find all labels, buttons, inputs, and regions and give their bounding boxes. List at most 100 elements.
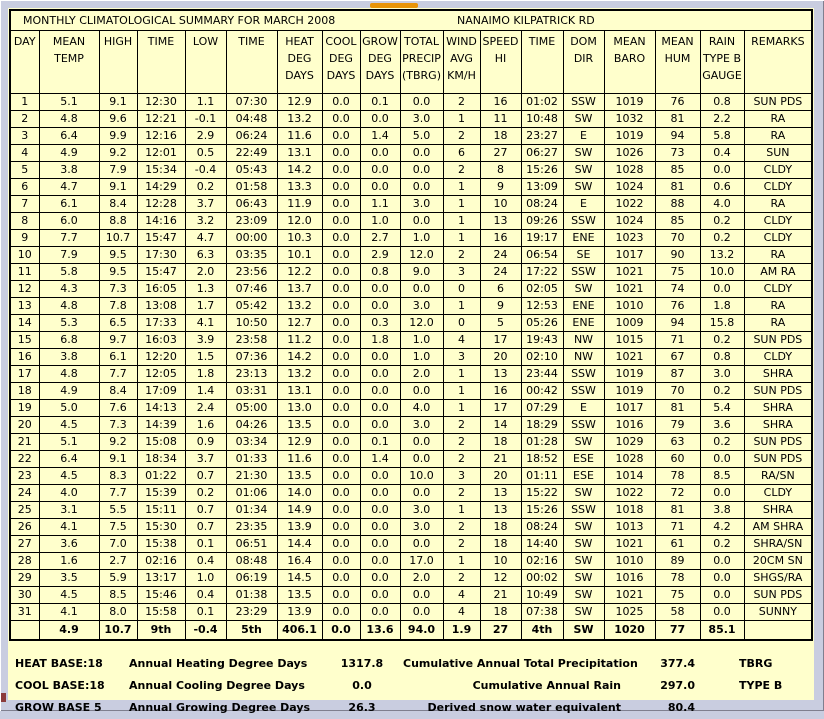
cell: 6 <box>442 144 481 162</box>
cell: SW <box>562 433 605 451</box>
cell: 0.0 <box>321 144 361 162</box>
cell: 1028 <box>603 161 656 179</box>
cell: 1.0 <box>184 569 227 587</box>
cell: 18 <box>479 433 522 451</box>
cell: 1023 <box>603 229 656 247</box>
cell: 8.5 <box>699 467 745 485</box>
cell: 0.4 <box>184 586 227 604</box>
cell: E <box>562 195 605 213</box>
cell: 23:44 <box>520 365 564 383</box>
cell: 18:52 <box>520 450 564 468</box>
column-header: TIME <box>225 30 278 94</box>
cell: 12:28 <box>136 195 186 213</box>
cell: 1 <box>442 382 481 400</box>
cell: 5 <box>479 314 522 332</box>
cell: 10.0 <box>699 263 745 281</box>
footer-row-grow: GROW BASE 5 Annual Growing Degree Days 2… <box>15 697 814 719</box>
column-header: MEAN BARO <box>603 30 656 94</box>
cell: 25 <box>9 501 40 519</box>
cell: 9th <box>136 620 186 641</box>
cell: 0.0 <box>321 365 361 383</box>
cell: -0.1 <box>184 110 227 128</box>
cell: 9.1 <box>98 450 138 468</box>
cell: 4.8 <box>38 297 100 315</box>
table-body: 1 5.1 9.1 12:30 1.1 07:30 12.9 0.0 0.1 0.0 2 16 01:0… <box>9 93 813 641</box>
table-row: 11 5.8 9.5 15:47 2.0 23:56 12.2 0.0 0.8 9.0 3 24 17:… <box>9 263 813 281</box>
cell: 13:17 <box>136 569 186 587</box>
column-header: LOW <box>184 30 227 94</box>
cell: 3.0 <box>699 365 745 383</box>
cell: 18 <box>479 603 522 621</box>
cell: 1025 <box>603 603 656 621</box>
column-header: TIME <box>136 30 186 94</box>
cell: 1 <box>442 178 481 196</box>
cell: 15:39 <box>136 484 186 502</box>
cell: 01:06 <box>225 484 278 502</box>
cell: 14 <box>479 416 522 434</box>
title-cell: MONTHLY CLIMATOLOGICAL SUMMARY FOR MARCH… <box>9 9 813 31</box>
cell: 03:31 <box>225 382 278 400</box>
cell: 0.0 <box>321 467 361 485</box>
cell: 0.0 <box>321 178 361 196</box>
cell: 23:58 <box>225 331 278 349</box>
cell: 4.7 <box>38 178 100 196</box>
cell: 16 <box>479 382 522 400</box>
frame-corner-mark <box>1 693 6 702</box>
cell: 06:27 <box>520 144 564 162</box>
cell: 0.0 <box>321 586 361 604</box>
cell: 11.6 <box>276 450 323 468</box>
cell: 3.6 <box>699 416 745 434</box>
cell: SW <box>562 518 605 536</box>
cell: 1019 <box>603 365 656 383</box>
cell: RA <box>743 314 813 332</box>
cell: 0.0 <box>321 518 361 536</box>
cell: 60 <box>654 450 701 468</box>
top-accent-bar <box>370 3 418 8</box>
cell: 00:02 <box>520 569 564 587</box>
cell: 14.9 <box>276 501 323 519</box>
cell: 9 <box>479 178 522 196</box>
cell: 20 <box>479 467 522 485</box>
cell: 15:26 <box>520 501 564 519</box>
climatological-summary-table: MONTHLY CLIMATOLOGICAL SUMMARY FOR MARCH… <box>9 9 814 641</box>
cell: 70 <box>654 382 701 400</box>
cell: 6.3 <box>184 246 227 264</box>
cell: 4 <box>442 603 481 621</box>
cell: 1.0 <box>359 212 401 230</box>
cool-base-label: COOL BASE:18 <box>15 679 105 692</box>
cell: SUN PDS <box>743 93 813 111</box>
cell: 5.0 <box>399 127 444 145</box>
cell: 3.8 <box>38 161 100 179</box>
cell: 2 <box>442 433 481 451</box>
cell: 4.1 <box>184 314 227 332</box>
cell: 1017 <box>603 399 656 417</box>
cell: 2 <box>442 93 481 111</box>
cell: 06:43 <box>225 195 278 213</box>
cell: 0.4 <box>699 144 745 162</box>
cell: 1 <box>442 552 481 570</box>
cell: 1.8 <box>359 331 401 349</box>
cell: 07:36 <box>225 348 278 366</box>
cell: 1 <box>442 297 481 315</box>
cell: 3.8 <box>38 348 100 366</box>
cell: 70 <box>654 229 701 247</box>
cell: 15:08 <box>136 433 186 451</box>
cell: 0.0 <box>399 382 444 400</box>
cell: 4.8 <box>38 365 100 383</box>
cell: 2.9 <box>184 127 227 145</box>
cell: 12.7 <box>276 314 323 332</box>
cell: NW <box>562 348 605 366</box>
cell: 18 <box>9 382 40 400</box>
cell: 9 <box>9 229 40 247</box>
cell: 0.0 <box>359 382 401 400</box>
cell: RA <box>743 110 813 128</box>
cell: 0.0 <box>321 93 361 111</box>
cell: 9.1 <box>98 93 138 111</box>
column-header: MEAN TEMP <box>38 30 100 94</box>
cell: 07:46 <box>225 280 278 298</box>
cell: 15:47 <box>136 229 186 247</box>
cell: 94 <box>654 314 701 332</box>
cell: 0.0 <box>321 450 361 468</box>
cell: 17:30 <box>136 246 186 264</box>
cell: 7.5 <box>98 518 138 536</box>
